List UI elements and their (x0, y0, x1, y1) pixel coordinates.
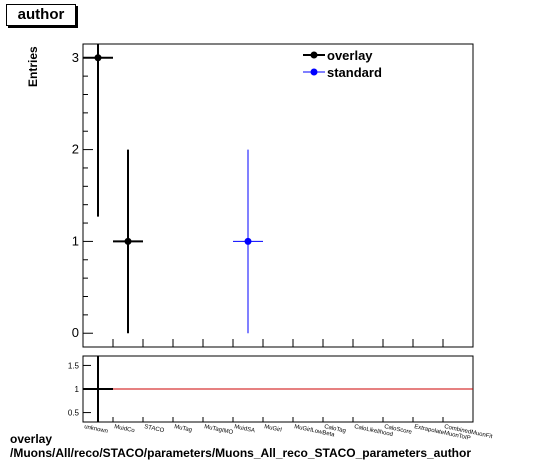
x-category-label: MuTag (174, 424, 193, 434)
ratio-y-tick-label: 0.5 (68, 409, 80, 418)
main-frame (82, 43, 474, 348)
x-category-label: unknown (84, 424, 109, 435)
x-category-label: CaloScore (384, 424, 413, 436)
legend-label: standard (327, 65, 382, 80)
x-category-label: STACO (144, 424, 165, 434)
ratio-data-marks (83, 356, 113, 422)
y-tick-label: 1 (72, 233, 79, 248)
ratio-y-tick-label: 1.5 (68, 361, 80, 370)
x-category-label: CaloTag (324, 424, 347, 434)
y-tick-label: 2 (72, 142, 79, 157)
data-point (244, 237, 252, 245)
y-axis-label: Entries (26, 46, 40, 87)
data-point (94, 54, 102, 62)
data-point (124, 237, 132, 245)
footer-label: overlay (10, 432, 53, 446)
main-axes: 0 1 2 3 (72, 50, 474, 347)
legend: overlay standard (303, 48, 382, 80)
y-tick-label: 3 (72, 50, 79, 65)
ratio-y-tick-label: 1 (75, 385, 80, 394)
x-category-label: MuTagIMO (204, 424, 234, 436)
x-category-label: MuidSA (234, 424, 256, 434)
y-tick-label: 0 (72, 325, 79, 340)
legend-marker (310, 51, 318, 59)
legend-label: overlay (327, 48, 373, 63)
x-category-label: MuidCo (114, 424, 136, 434)
plot-title: author (6, 4, 76, 26)
footer-path: /Muons/All/reco/STACO/parameters/Muons_A… (10, 446, 472, 460)
main-data-marks (83, 44, 263, 334)
x-category-label: MuGirl (264, 424, 283, 434)
legend-marker (310, 68, 318, 76)
